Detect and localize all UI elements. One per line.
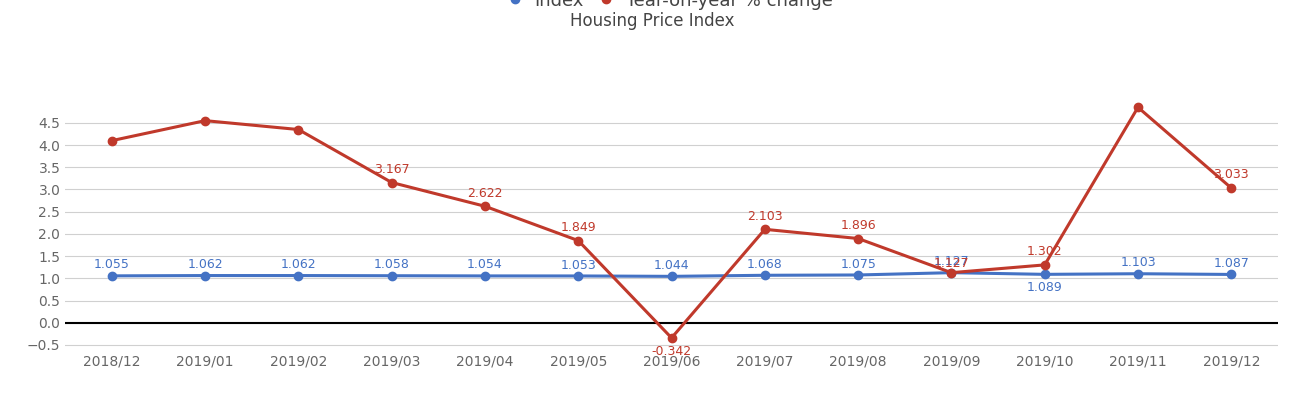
Line: Year-on-year % change: Year-on-year % change: [108, 103, 1235, 342]
Text: 3.167: 3.167: [374, 163, 409, 176]
Text: 1.044: 1.044: [653, 259, 690, 272]
Year-on-year % change: [758, 227, 773, 232]
Index: [1131, 271, 1146, 276]
Year-on-year % change: [197, 118, 213, 123]
Text: Housing Price Index: Housing Price Index: [570, 12, 734, 30]
Text: 1.062: 1.062: [188, 258, 223, 271]
Text: 1.103: 1.103: [1120, 256, 1155, 269]
Index: [1223, 272, 1239, 277]
Index: [850, 273, 866, 278]
Text: 1.896: 1.896: [840, 219, 876, 232]
Index: [104, 274, 120, 278]
Year-on-year % change: [570, 238, 585, 243]
Line: Index: Index: [108, 268, 1235, 281]
Text: 1.127: 1.127: [934, 257, 969, 270]
Index: [1037, 272, 1052, 277]
Index: [383, 274, 399, 278]
Text: 1.127: 1.127: [934, 255, 969, 268]
Text: 1.089: 1.089: [1026, 281, 1063, 294]
Text: 1.058: 1.058: [374, 258, 409, 271]
Year-on-year % change: [850, 236, 866, 241]
Text: 1.302: 1.302: [1026, 245, 1063, 258]
Year-on-year % change: [383, 180, 399, 185]
Year-on-year % change: [104, 138, 120, 143]
Text: 2.622: 2.622: [467, 187, 503, 200]
Text: 2.103: 2.103: [747, 210, 782, 223]
Year-on-year % change: [1131, 105, 1146, 110]
Text: 1.055: 1.055: [94, 258, 130, 272]
Text: 1.849: 1.849: [561, 221, 596, 234]
Index: [477, 274, 493, 278]
Year-on-year % change: [477, 204, 493, 209]
Year-on-year % change: [664, 335, 679, 340]
Year-on-year % change: [291, 127, 306, 132]
Index: [944, 270, 960, 275]
Index: [197, 273, 213, 278]
Text: -0.342: -0.342: [652, 345, 691, 358]
Text: 1.068: 1.068: [747, 258, 782, 271]
Index: [570, 274, 585, 278]
Text: 1.053: 1.053: [561, 258, 596, 272]
Year-on-year % change: [944, 270, 960, 275]
Index: [758, 273, 773, 278]
Legend: Index, Year-on-year % change: Index, Year-on-year % change: [505, 0, 838, 15]
Text: 1.062: 1.062: [280, 258, 317, 271]
Text: 1.075: 1.075: [840, 258, 876, 270]
Index: [291, 273, 306, 278]
Year-on-year % change: [1037, 262, 1052, 267]
Text: 1.087: 1.087: [1213, 257, 1249, 270]
Year-on-year % change: [1223, 186, 1239, 191]
Text: 3.033: 3.033: [1214, 168, 1249, 181]
Text: 1.054: 1.054: [467, 258, 503, 272]
Index: [664, 274, 679, 279]
